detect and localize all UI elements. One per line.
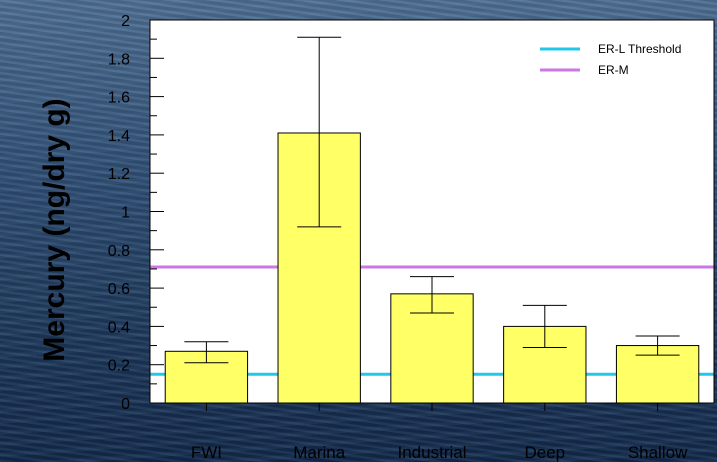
- legend-label-0: ER-L Threshold: [598, 42, 681, 56]
- category-label: Marina: [293, 443, 346, 462]
- category-label: FWI: [191, 443, 222, 462]
- y-tick-label: 0.8: [108, 243, 130, 260]
- error-bars: [184, 36, 680, 364]
- y-axis-label: Mercury (ng/dry g): [38, 98, 71, 361]
- legend: ER-L Threshold ER-M: [540, 42, 681, 77]
- category-label: Deep: [524, 443, 565, 462]
- bar: [503, 325, 587, 404]
- category-label: Shallow: [628, 443, 688, 462]
- y-tick-label: 1.6: [108, 90, 130, 107]
- y-tick-label: 1.4: [108, 128, 130, 145]
- y-tick-label: 0.6: [108, 281, 130, 298]
- y-axis: 0 0.2 0.4 0.6 0.8 1 1.2 1.4 1.6 1.8 2: [108, 13, 164, 413]
- y-tick-label: 0.2: [108, 358, 130, 375]
- y-tick-label: 0.4: [108, 319, 130, 336]
- y-tick-label: 0: [121, 396, 130, 413]
- legend-label-1: ER-M: [598, 63, 629, 77]
- y-tick-label: 1.8: [108, 51, 130, 68]
- y-tick-label: 1: [121, 205, 130, 222]
- y-tick-label: 1.2: [108, 166, 130, 183]
- category-label: Industrial: [398, 443, 467, 462]
- x-axis: FWI Marina Industrial Deep Shallow: [191, 403, 688, 462]
- y-tick-label: 2: [121, 13, 130, 30]
